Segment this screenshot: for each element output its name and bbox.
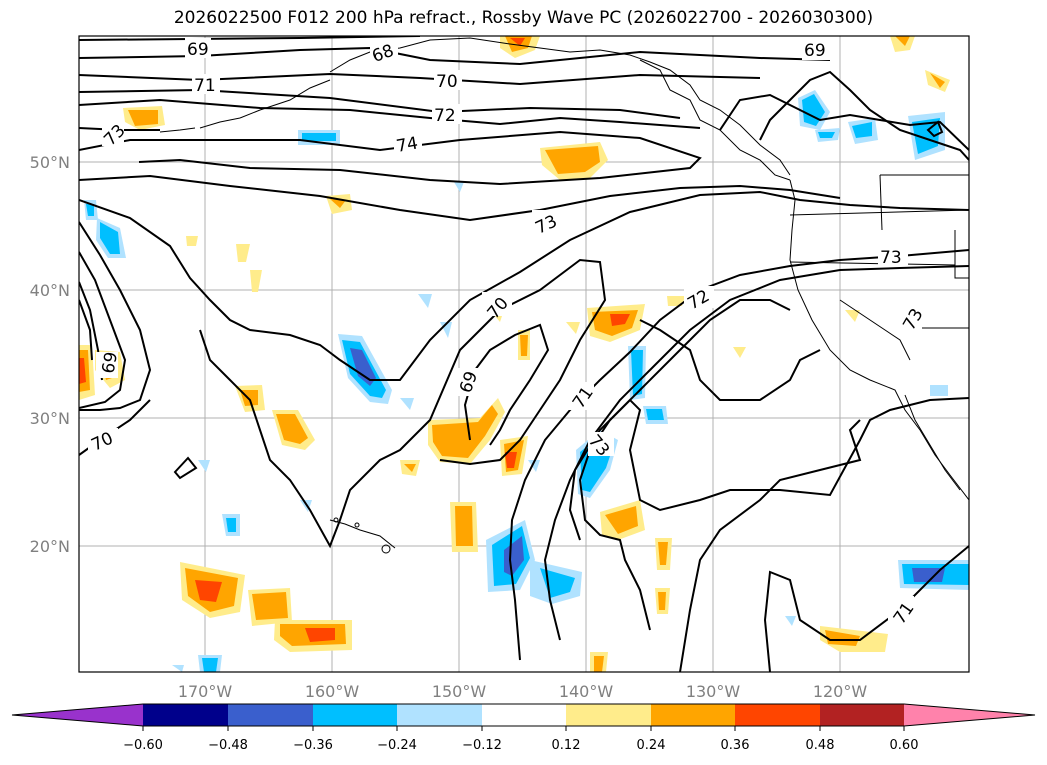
contour-label: 70 <box>436 72 458 92</box>
colorbar-segment <box>735 704 820 726</box>
longitude-labels: 170°W 160°W 150°W 140°W 130°W 120°W <box>178 682 868 701</box>
colorbar-segment <box>651 704 735 726</box>
colorbar: −0.60 −0.48 −0.36 −0.24 −0.12 0.12 0.24 … <box>11 703 1036 753</box>
plot-frame <box>78 35 970 673</box>
colorbar-segment <box>820 704 904 726</box>
colorbar-tick-label: −0.12 <box>462 738 502 753</box>
colorbar-tick-label: −0.48 <box>208 738 248 753</box>
contour-labels: 69 68 70 71 72 74 73 73 72 70 69 71 73 <box>88 38 928 628</box>
lat-label-40n: 40°N <box>30 281 70 300</box>
lon-label-160w: 160°W <box>305 682 360 701</box>
colorbar-segment <box>143 704 228 726</box>
contour-label: 69 <box>187 40 209 60</box>
lon-label-140w: 140°W <box>559 682 614 701</box>
map-title: 2026022500 F012 200 hPa refract., Rossby… <box>173 8 874 28</box>
lat-label-30n: 30°N <box>30 409 70 428</box>
colorbar-tick-label: 0.24 <box>637 738 666 753</box>
contour-label: 69 <box>99 350 122 375</box>
colorbar-segment <box>228 704 313 726</box>
colorbar-tick-label: 0.36 <box>721 738 750 753</box>
coastlines <box>159 37 969 554</box>
positive-anomaly-patches <box>79 36 950 672</box>
colorbar-tick-label: −0.36 <box>293 738 333 753</box>
colorbar-max-arrow <box>904 704 1035 726</box>
contour-lines <box>79 36 969 672</box>
colorbar-tick-label: 0.60 <box>890 738 919 753</box>
colorbar-tick-label: −0.60 <box>123 738 163 753</box>
contour-label: 69 <box>804 41 826 61</box>
colorbar-segment <box>397 704 482 726</box>
colorbar-segment <box>566 704 651 726</box>
lat-label-50n: 50°N <box>30 153 70 172</box>
colorbar-tick-label: 0.12 <box>552 738 581 753</box>
colorbar-tick-label: −0.24 <box>377 738 417 753</box>
contour-label: 74 <box>395 133 420 156</box>
colorbar-segment <box>313 704 397 726</box>
colorbar-min-arrow <box>12 704 143 726</box>
lon-label-170w: 170°W <box>178 682 233 701</box>
colorbar-segment <box>482 704 566 726</box>
lon-label-150w: 150°W <box>432 682 487 701</box>
lon-label-120w: 120°W <box>813 682 868 701</box>
colorbar-tick-label: 0.48 <box>806 738 835 753</box>
lon-label-130w: 130°W <box>686 682 741 701</box>
contour-label: 73 <box>880 248 902 268</box>
contour-label: 71 <box>194 76 216 96</box>
contour-label: 72 <box>434 106 456 126</box>
latitude-labels: 50°N 40°N 30°N 20°N <box>30 153 70 556</box>
lat-label-20n: 20°N <box>30 537 70 556</box>
